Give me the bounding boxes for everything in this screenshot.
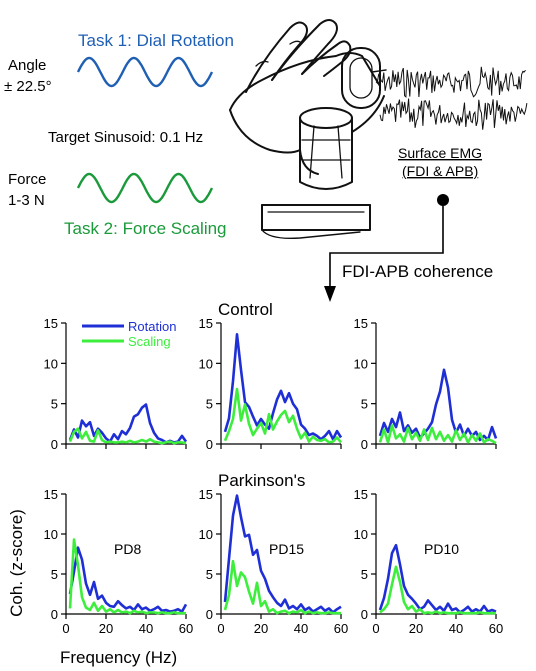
x-tick-label: 60 bbox=[489, 621, 503, 636]
y-tick-label: 10 bbox=[44, 527, 58, 542]
y-tick-label: 10 bbox=[199, 356, 213, 371]
emg-trace-apb bbox=[379, 98, 528, 130]
y-tick-label: 0 bbox=[51, 607, 58, 622]
series-line-rotation bbox=[223, 333, 343, 441]
y-tick-label: 5 bbox=[361, 567, 368, 582]
x-axis-label: Frequency (Hz) bbox=[60, 648, 177, 667]
y-tick-label: 15 bbox=[44, 487, 58, 502]
legend-rotation-label: Rotation bbox=[128, 319, 176, 334]
x-tick-label: 20 bbox=[254, 621, 268, 636]
legend: Rotation Scaling bbox=[82, 319, 176, 349]
legend-scaling-label: Scaling bbox=[128, 334, 171, 349]
coherence-panel: 0 5 10 15 bbox=[354, 316, 498, 452]
y-tick-label: 10 bbox=[44, 356, 58, 371]
y-tick-label: 5 bbox=[206, 567, 213, 582]
series-line-scaling bbox=[223, 387, 343, 444]
series-line-scaling bbox=[223, 559, 341, 615]
series-line-rotation bbox=[378, 543, 497, 614]
x-tick-label: 60 bbox=[179, 621, 193, 636]
parkinsons-title: Parkinson's bbox=[218, 471, 305, 490]
y-tick-label: 15 bbox=[44, 316, 58, 331]
y-tick-label: 5 bbox=[206, 397, 213, 412]
series-line-scaling bbox=[68, 427, 187, 445]
task2-sinusoid bbox=[76, 172, 214, 204]
y-tick-label: 0 bbox=[206, 607, 213, 622]
x-tick-label: 0 bbox=[217, 621, 224, 636]
y-tick-label: 0 bbox=[361, 437, 368, 452]
x-tick-label: 40 bbox=[449, 621, 463, 636]
x-tick-label: 0 bbox=[372, 621, 379, 636]
x-tick-label: 20 bbox=[99, 621, 113, 636]
y-tick-label: 0 bbox=[361, 607, 368, 622]
schematic: Task 1: Dial Rotation Angle ± 22.5° Targ… bbox=[4, 19, 528, 302]
y-tick-label: 15 bbox=[199, 316, 213, 331]
y-tick-label: 0 bbox=[51, 437, 58, 452]
hand-dial-illustration bbox=[229, 19, 387, 240]
angle-label: Angle bbox=[8, 57, 46, 74]
subject-label: PD15 bbox=[269, 541, 304, 557]
y-tick-label: 10 bbox=[354, 527, 368, 542]
task1-sinusoid bbox=[76, 56, 214, 88]
coherence-panel: 0 5 10 15 0 20 40 60 PD15 bbox=[199, 487, 349, 636]
y-tick-label: 5 bbox=[51, 397, 58, 412]
y-tick-label: 5 bbox=[361, 397, 368, 412]
y-tick-label: 15 bbox=[354, 316, 368, 331]
coherence-panel: 0 5 10 15 bbox=[199, 316, 343, 452]
coherence-panels: 0 5 10 15 0 5 10 15 0 5 10 15 0 5 10 15 0 20 40 60 PD8 0 5 10 15… bbox=[44, 316, 504, 636]
y-tick-label: 5 bbox=[51, 567, 58, 582]
series-line-scaling bbox=[379, 565, 496, 615]
coherence-panel: 0 5 10 15 bbox=[44, 316, 188, 452]
coherence-label: FDI-APB coherence bbox=[342, 262, 493, 281]
series-line-rotation bbox=[378, 368, 498, 442]
series-line-rotation bbox=[68, 546, 188, 613]
coherence-panel: 0 5 10 15 0 20 40 60 PD10 bbox=[354, 487, 504, 636]
x-tick-label: 40 bbox=[139, 621, 153, 636]
x-tick-label: 40 bbox=[294, 621, 308, 636]
series-line-rotation bbox=[223, 494, 342, 614]
angle-range-label: ± 22.5° bbox=[4, 78, 52, 95]
coherence-arrow bbox=[324, 194, 449, 302]
y-tick-label: 15 bbox=[199, 487, 213, 502]
x-tick-label: 20 bbox=[409, 621, 423, 636]
series-line-scaling bbox=[378, 424, 497, 445]
target-sinusoid-label: Target Sinusoid: 0.1 Hz bbox=[48, 129, 203, 146]
subject-label: PD8 bbox=[114, 541, 141, 557]
y-tick-label: 10 bbox=[354, 356, 368, 371]
y-axis-label: Coh. (z-score) bbox=[7, 509, 26, 617]
force-label: Force bbox=[8, 171, 46, 188]
x-tick-label: 60 bbox=[334, 621, 348, 636]
force-range-label: 1-3 N bbox=[8, 192, 45, 209]
y-tick-label: 10 bbox=[199, 527, 213, 542]
coherence-panel: 0 5 10 15 0 20 40 60 PD8 bbox=[44, 487, 194, 636]
series-line-scaling bbox=[68, 538, 186, 615]
x-tick-label: 0 bbox=[62, 621, 69, 636]
emg-label: Surface EMG bbox=[398, 145, 482, 161]
y-tick-label: 15 bbox=[354, 487, 368, 502]
y-tick-label: 0 bbox=[206, 437, 213, 452]
task1-title: Task 1: Dial Rotation bbox=[78, 31, 234, 50]
task2-title: Task 2: Force Scaling bbox=[64, 219, 227, 238]
emg-muscles-label: (FDI & APB) bbox=[402, 163, 478, 179]
emg-trace-fdi bbox=[375, 66, 526, 98]
subject-label: PD10 bbox=[424, 541, 459, 557]
control-title: Control bbox=[218, 300, 273, 319]
